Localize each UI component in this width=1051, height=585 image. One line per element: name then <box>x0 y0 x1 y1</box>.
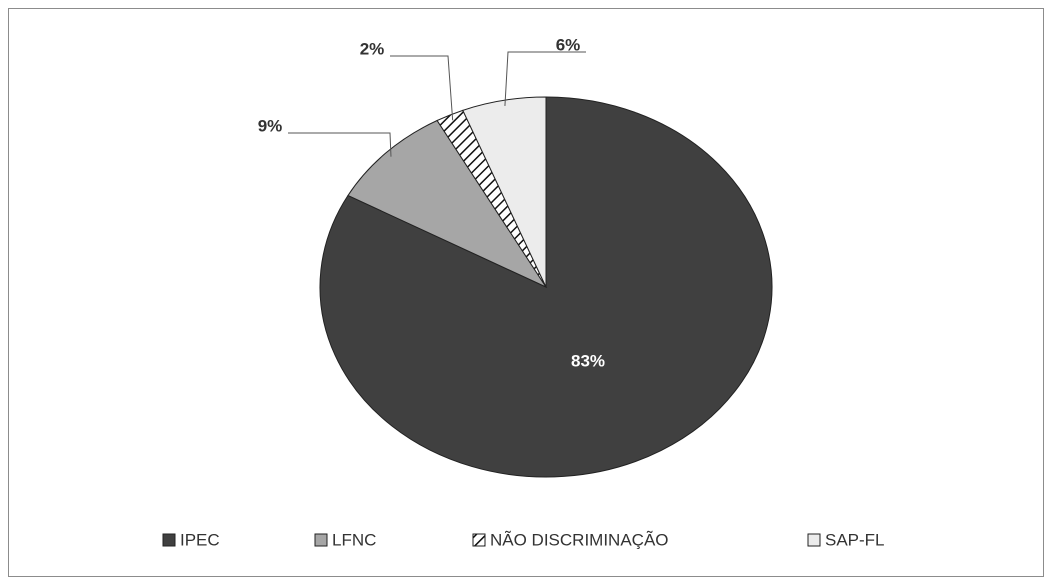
legend-label: SAP-FL <box>825 530 885 549</box>
legend-swatch <box>807 533 821 547</box>
leader-line <box>288 132 392 157</box>
data-label: 83% <box>571 351 605 370</box>
legend-swatch <box>162 533 176 547</box>
pie-slice <box>462 96 547 288</box>
leader-line <box>504 51 586 106</box>
data-label: 2% <box>360 39 385 58</box>
legend-label: NÃO DISCRIMINAÇÃO <box>490 530 669 549</box>
legend-swatch <box>314 533 328 547</box>
pie-slice <box>347 119 548 289</box>
legend-swatch <box>472 533 486 547</box>
leader-line <box>390 55 454 121</box>
data-label: 9% <box>258 116 283 135</box>
legend-label: IPEC <box>180 530 220 549</box>
data-label: 6% <box>556 35 581 54</box>
legend-label: LFNC <box>332 530 376 549</box>
